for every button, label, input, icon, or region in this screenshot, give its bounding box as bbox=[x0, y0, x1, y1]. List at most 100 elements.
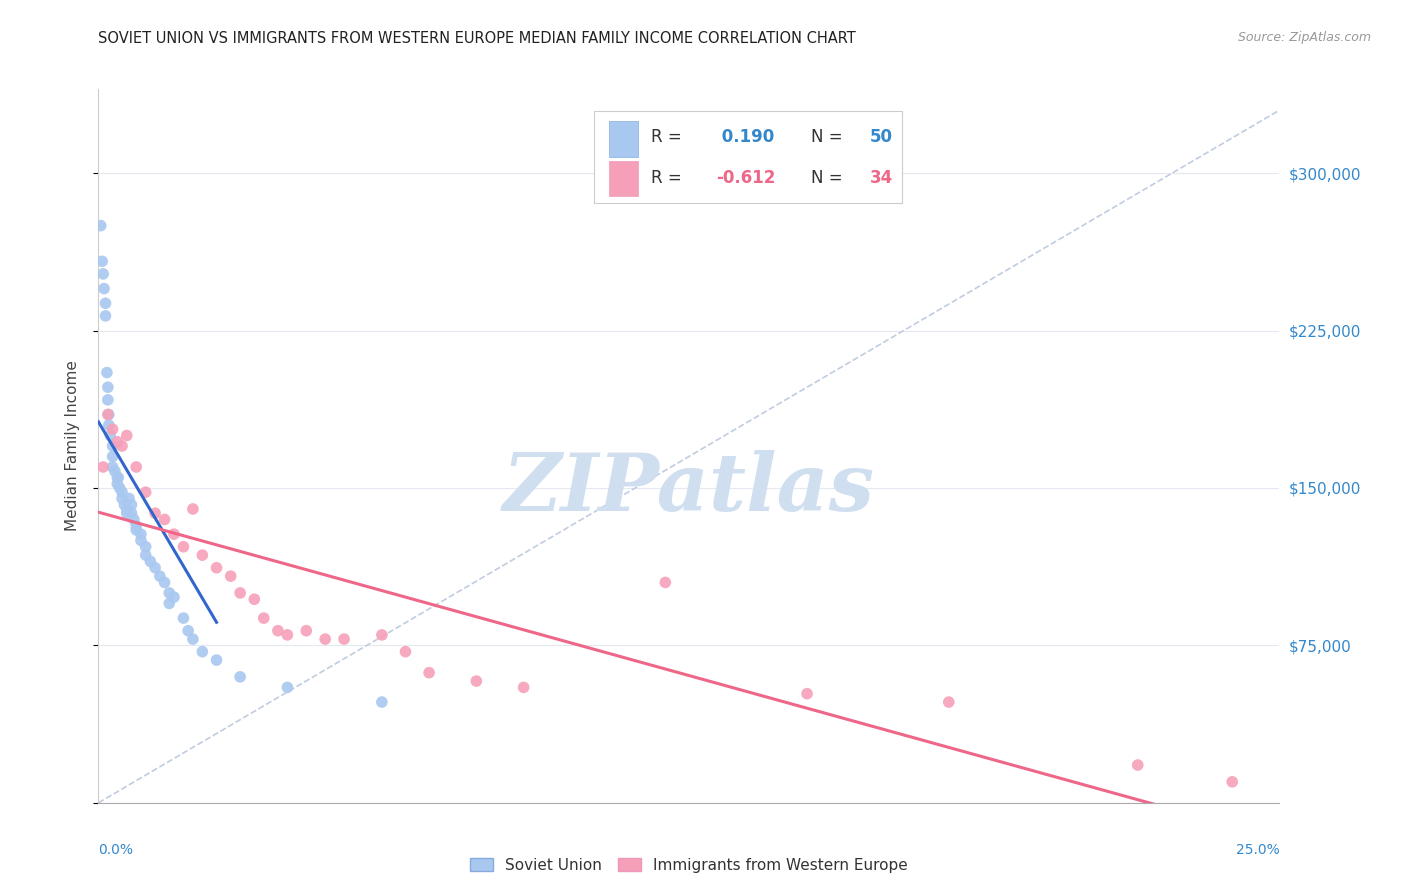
Text: 0.190: 0.190 bbox=[716, 128, 775, 146]
Point bbox=[98, 428, 121, 442]
Point bbox=[465, 674, 488, 689]
Point bbox=[172, 540, 194, 554]
Point bbox=[153, 512, 176, 526]
Point bbox=[191, 548, 214, 562]
Point bbox=[181, 632, 204, 646]
Point bbox=[105, 476, 128, 491]
Text: 0.0%: 0.0% bbox=[98, 843, 134, 857]
Text: 25.0%: 25.0% bbox=[1236, 843, 1279, 857]
Point bbox=[118, 491, 141, 506]
Point bbox=[267, 624, 290, 638]
Point bbox=[111, 439, 134, 453]
Point bbox=[97, 392, 120, 407]
Point bbox=[143, 560, 166, 574]
Legend: Soviet Union, Immigrants from Western Europe: Soviet Union, Immigrants from Western Eu… bbox=[465, 853, 912, 877]
Point bbox=[115, 502, 138, 516]
Point bbox=[796, 687, 818, 701]
Point bbox=[94, 309, 117, 323]
Point bbox=[153, 575, 176, 590]
FancyBboxPatch shape bbox=[609, 121, 638, 157]
Point bbox=[97, 380, 120, 394]
Point bbox=[104, 464, 127, 478]
FancyBboxPatch shape bbox=[609, 161, 638, 196]
Point bbox=[938, 695, 960, 709]
Point bbox=[107, 470, 129, 484]
Point bbox=[90, 219, 112, 233]
Point bbox=[125, 460, 148, 475]
Point bbox=[205, 653, 228, 667]
Point bbox=[149, 569, 172, 583]
Point bbox=[129, 533, 152, 548]
Point bbox=[314, 632, 336, 646]
Text: -0.612: -0.612 bbox=[716, 169, 776, 187]
Point bbox=[191, 645, 214, 659]
Point bbox=[97, 408, 120, 422]
Point bbox=[111, 491, 134, 506]
Point bbox=[94, 296, 117, 310]
Point bbox=[172, 611, 194, 625]
Y-axis label: Median Family Income: Median Family Income bbox=[65, 360, 80, 532]
Text: R =: R = bbox=[651, 169, 688, 187]
Point bbox=[512, 681, 534, 695]
Point bbox=[143, 506, 166, 520]
Point bbox=[115, 428, 138, 442]
Point bbox=[101, 460, 124, 475]
Point bbox=[101, 450, 124, 464]
Text: SOVIET UNION VS IMMIGRANTS FROM WESTERN EUROPE MEDIAN FAMILY INCOME CORRELATION : SOVIET UNION VS IMMIGRANTS FROM WESTERN … bbox=[98, 31, 856, 46]
Text: Source: ZipAtlas.com: Source: ZipAtlas.com bbox=[1237, 31, 1371, 45]
Text: R =: R = bbox=[651, 128, 688, 146]
Point bbox=[105, 434, 128, 449]
Point bbox=[157, 596, 180, 610]
Point bbox=[121, 506, 143, 520]
Point bbox=[181, 502, 204, 516]
Point bbox=[101, 422, 124, 436]
Point bbox=[654, 575, 676, 590]
Point bbox=[276, 628, 298, 642]
Point bbox=[139, 554, 162, 568]
Point bbox=[91, 460, 114, 475]
Point bbox=[125, 523, 148, 537]
Point bbox=[121, 498, 143, 512]
Text: N =: N = bbox=[811, 128, 848, 146]
Point bbox=[112, 498, 135, 512]
Point bbox=[177, 624, 200, 638]
Text: 50: 50 bbox=[870, 128, 893, 146]
Text: N =: N = bbox=[811, 169, 848, 187]
Point bbox=[96, 366, 118, 380]
Point bbox=[229, 586, 252, 600]
Point bbox=[129, 527, 152, 541]
Point bbox=[418, 665, 440, 680]
Point bbox=[97, 417, 120, 432]
Point bbox=[105, 470, 128, 484]
Point bbox=[97, 408, 120, 422]
Point bbox=[371, 628, 394, 642]
Point bbox=[101, 439, 124, 453]
Point bbox=[276, 681, 298, 695]
Point bbox=[295, 624, 318, 638]
Point bbox=[163, 590, 186, 604]
Point bbox=[115, 506, 138, 520]
Point bbox=[135, 485, 157, 500]
Text: ZIPatlas: ZIPatlas bbox=[503, 450, 875, 527]
Point bbox=[219, 569, 242, 583]
Point bbox=[108, 481, 131, 495]
FancyBboxPatch shape bbox=[595, 111, 901, 203]
Point bbox=[229, 670, 252, 684]
Point bbox=[91, 254, 114, 268]
Point bbox=[1126, 758, 1149, 772]
Point bbox=[205, 560, 228, 574]
Point bbox=[333, 632, 356, 646]
Point bbox=[135, 548, 157, 562]
Point bbox=[135, 540, 157, 554]
Point bbox=[394, 645, 416, 659]
Point bbox=[1220, 774, 1243, 789]
Point bbox=[253, 611, 276, 625]
Point bbox=[243, 592, 266, 607]
Point bbox=[93, 282, 115, 296]
Point bbox=[163, 527, 186, 541]
Point bbox=[125, 518, 148, 533]
Point bbox=[157, 586, 180, 600]
Text: 34: 34 bbox=[870, 169, 893, 187]
Point bbox=[122, 512, 145, 526]
Point bbox=[91, 267, 114, 281]
